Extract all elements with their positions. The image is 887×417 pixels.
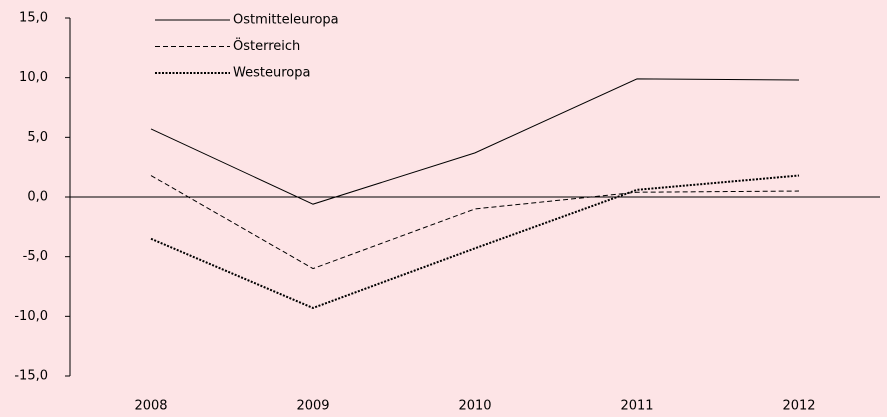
x-tick-label: 2012 <box>782 399 815 414</box>
legend-label: Westeuropa <box>233 66 310 81</box>
x-tick-label: 2011 <box>620 399 653 414</box>
y-tick-label: 5,0 <box>27 130 48 145</box>
series-line <box>150 78 800 205</box>
y-tick-label: 0,0 <box>27 190 48 205</box>
y-tick-label: -10,0 <box>14 309 48 324</box>
y-tick-label: 15,0 <box>19 11 48 26</box>
y-tick-label: -15,0 <box>14 369 48 384</box>
x-tick-label: 2008 <box>134 399 167 414</box>
y-tick-label: -5,0 <box>23 249 48 264</box>
x-tick-label: 2009 <box>296 399 329 414</box>
series-line <box>150 174 800 310</box>
x-tick-label: 2010 <box>458 399 491 414</box>
series-line <box>150 175 800 270</box>
legend-label: Österreich <box>233 37 300 54</box>
legend-label: Ostmitteleuropa <box>233 13 339 28</box>
y-tick-label: 10,0 <box>19 70 48 85</box>
